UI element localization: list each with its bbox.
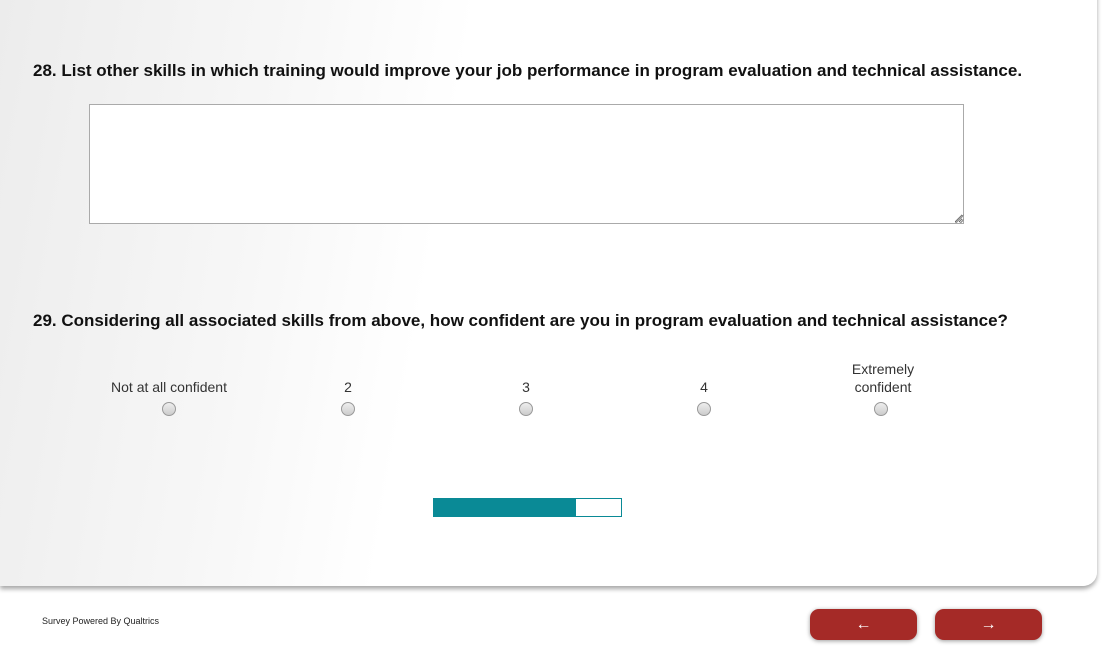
radio-button[interactable] xyxy=(697,402,711,416)
question-28-textarea[interactable] xyxy=(89,104,964,224)
progress-bar xyxy=(433,498,622,517)
option-extremely-confident[interactable]: Extremely confident xyxy=(813,360,953,416)
option-not-at-all-confident[interactable]: Not at all confident xyxy=(99,360,239,416)
radio-button[interactable] xyxy=(519,402,533,416)
resize-handle-icon[interactable] xyxy=(955,214,964,223)
progress-fill xyxy=(434,499,577,516)
option-3[interactable]: 3 xyxy=(456,360,596,416)
powered-by-text: Survey Powered By Qualtrics xyxy=(42,616,160,626)
option-4[interactable]: 4 xyxy=(634,360,774,416)
radio-button[interactable] xyxy=(341,402,355,416)
question-28-title: 28. List other skills in which training … xyxy=(33,61,1023,80)
radio-button[interactable] xyxy=(162,402,176,416)
back-button[interactable]: ← xyxy=(810,609,917,640)
survey-card xyxy=(0,0,1097,586)
radio-button[interactable] xyxy=(874,402,888,416)
question-29-title: 29. Considering all associated skills fr… xyxy=(33,311,1008,330)
next-button[interactable]: → xyxy=(935,609,1042,640)
option-2[interactable]: 2 xyxy=(278,360,418,416)
